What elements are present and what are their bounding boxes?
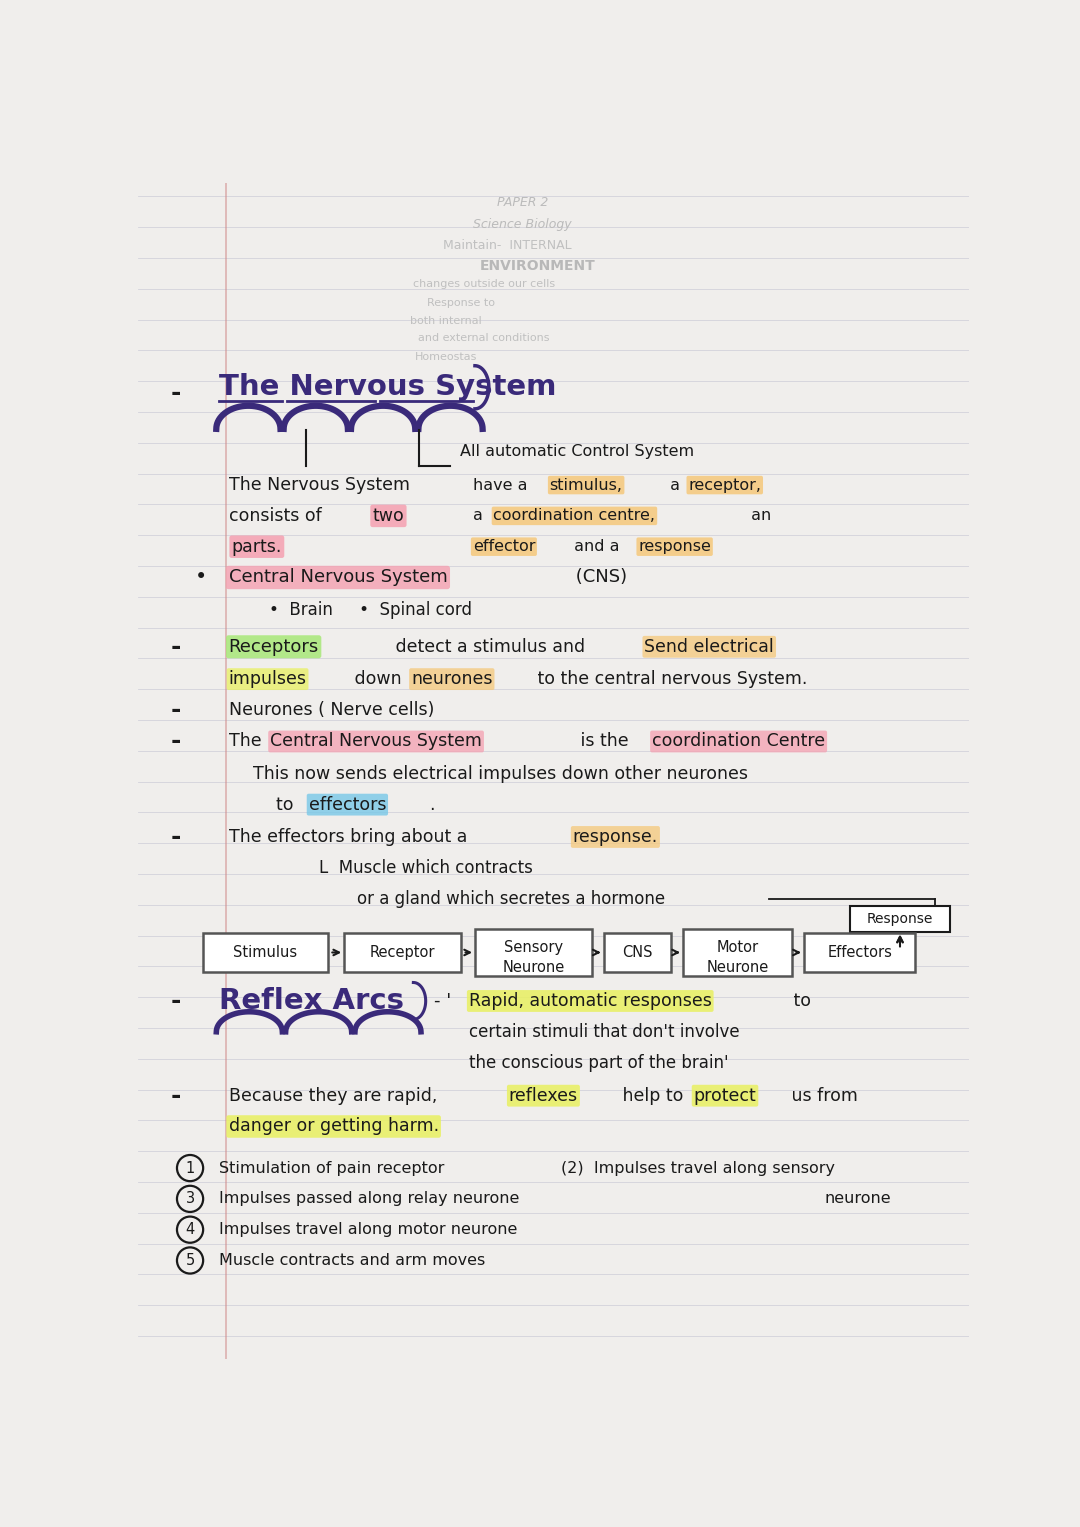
Text: protect: protect <box>693 1087 756 1104</box>
Text: certain stimuli that don't involve: certain stimuli that don't involve <box>469 1023 740 1041</box>
Text: - ': - ' <box>434 993 451 1009</box>
Text: parts.: parts. <box>231 538 282 556</box>
Text: to: to <box>276 796 299 814</box>
Text: -: - <box>171 825 181 849</box>
Text: and external conditions: and external conditions <box>418 333 550 344</box>
Text: All automatic Control System: All automatic Control System <box>460 444 693 460</box>
Text: 5: 5 <box>186 1254 194 1267</box>
Text: This now sends electrical impulses down other neurones: This now sends electrical impulses down … <box>253 765 748 783</box>
Text: CNS: CNS <box>622 945 652 960</box>
Text: 1: 1 <box>186 1161 194 1176</box>
Text: Effectors: Effectors <box>827 945 892 960</box>
Text: Neurone: Neurone <box>706 960 769 976</box>
Text: Neurone: Neurone <box>502 960 565 976</box>
Text: The Nervous System: The Nervous System <box>229 476 409 495</box>
Text: neurone: neurone <box>824 1191 891 1206</box>
Text: Response to: Response to <box>427 298 495 308</box>
FancyBboxPatch shape <box>683 928 793 976</box>
Text: effector: effector <box>473 539 536 554</box>
Text: 3: 3 <box>186 1191 194 1206</box>
Text: neurones: neurones <box>411 670 492 689</box>
Text: ENVIRONMENT: ENVIRONMENT <box>481 260 596 273</box>
Text: PAPER 2: PAPER 2 <box>497 197 549 209</box>
Text: Central Nervous System: Central Nervous System <box>229 568 447 586</box>
Text: Sensory: Sensory <box>504 941 563 956</box>
Text: -: - <box>171 698 181 722</box>
FancyBboxPatch shape <box>604 933 672 971</box>
Text: and a: and a <box>569 539 624 554</box>
Text: L  Muscle which contracts: L Muscle which contracts <box>319 858 532 876</box>
Text: Maintain-  INTERNAL: Maintain- INTERNAL <box>443 238 571 252</box>
Text: -: - <box>171 989 181 1012</box>
Text: The effectors bring about a: The effectors bring about a <box>229 828 472 846</box>
Text: changes outside our cells: changes outside our cells <box>414 279 555 290</box>
Text: Receptor: Receptor <box>369 945 435 960</box>
Text: Impulses travel along motor neurone: Impulses travel along motor neurone <box>218 1222 517 1237</box>
FancyBboxPatch shape <box>850 906 950 931</box>
Text: a: a <box>473 508 488 524</box>
Text: the conscious part of the brain': the conscious part of the brain' <box>469 1054 728 1072</box>
Text: response: response <box>638 539 711 554</box>
Text: Central Nervous System: Central Nervous System <box>270 733 482 750</box>
Text: an: an <box>746 508 771 524</box>
Text: .: . <box>429 796 434 814</box>
Text: Rapid, automatic responses: Rapid, automatic responses <box>469 993 712 1009</box>
Text: or a gland which secretes a hormone: or a gland which secretes a hormone <box>357 890 665 907</box>
Text: -: - <box>171 1084 181 1107</box>
Text: The: The <box>229 733 267 750</box>
Text: Science Biology: Science Biology <box>473 218 572 231</box>
Text: receptor,: receptor, <box>688 478 761 493</box>
Text: to the central nervous System.: to the central nervous System. <box>532 670 808 689</box>
Text: Receptors: Receptors <box>229 638 319 655</box>
Text: both internal: both internal <box>409 316 482 325</box>
Text: coordination centre,: coordination centre, <box>494 508 656 524</box>
Text: •: • <box>194 568 207 588</box>
Text: The Nervous System: The Nervous System <box>218 373 556 402</box>
Text: Homeostas: Homeostas <box>415 351 477 362</box>
FancyBboxPatch shape <box>804 933 916 971</box>
FancyBboxPatch shape <box>475 928 592 976</box>
Text: us from: us from <box>786 1087 858 1104</box>
Text: reflexes: reflexes <box>509 1087 578 1104</box>
FancyBboxPatch shape <box>203 933 328 971</box>
Text: Neurones ( Nerve cells): Neurones ( Nerve cells) <box>229 701 434 719</box>
Text: response.: response. <box>572 828 658 846</box>
Text: Response: Response <box>867 912 933 925</box>
FancyBboxPatch shape <box>345 933 461 971</box>
Text: impulses: impulses <box>229 670 307 689</box>
Text: Send electrical: Send electrical <box>645 638 774 655</box>
Text: Because they are rapid,: Because they are rapid, <box>229 1087 443 1104</box>
Text: Muscle contracts and arm moves: Muscle contracts and arm moves <box>218 1254 485 1267</box>
Text: consists of: consists of <box>229 507 327 525</box>
Text: have a: have a <box>473 478 532 493</box>
Text: a: a <box>665 478 686 493</box>
Text: •  Brain     •  Spinal cord: • Brain • Spinal cord <box>269 600 472 618</box>
Text: effectors: effectors <box>309 796 387 814</box>
Text: Impulses passed along relay neurone: Impulses passed along relay neurone <box>218 1191 518 1206</box>
Text: 4: 4 <box>186 1222 194 1237</box>
Text: help to: help to <box>617 1087 689 1104</box>
Text: to: to <box>788 993 811 1009</box>
Text: Reflex Arcs: Reflex Arcs <box>218 986 404 1015</box>
Text: detect a stimulus and: detect a stimulus and <box>390 638 591 655</box>
Text: Stimulus: Stimulus <box>233 945 298 960</box>
Text: is the: is the <box>575 733 634 750</box>
Text: Stimulation of pain receptor: Stimulation of pain receptor <box>218 1161 444 1176</box>
Text: -: - <box>171 635 181 658</box>
Text: coordination Centre: coordination Centre <box>652 733 825 750</box>
Text: two: two <box>373 507 404 525</box>
Text: down: down <box>350 670 407 689</box>
Text: -: - <box>171 380 181 405</box>
Text: danger or getting harm.: danger or getting harm. <box>229 1118 438 1136</box>
Text: (2)  Impulses travel along sensory: (2) Impulses travel along sensory <box>562 1161 835 1176</box>
Text: stimulus,: stimulus, <box>550 478 623 493</box>
Text: Motor: Motor <box>716 941 758 956</box>
Text: (CNS): (CNS) <box>570 568 627 586</box>
Text: -: - <box>171 730 181 753</box>
